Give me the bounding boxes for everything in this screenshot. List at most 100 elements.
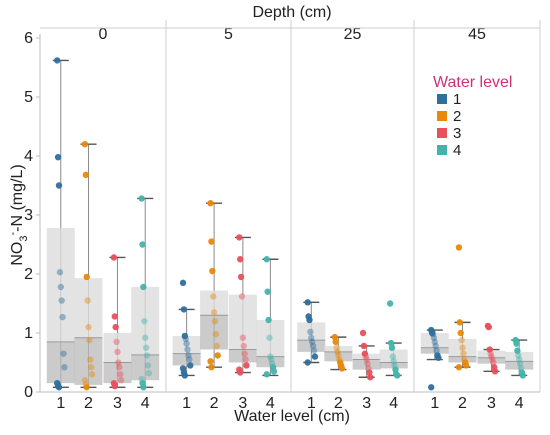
point-0-4-4 — [142, 334, 149, 341]
point-0-3-1 — [111, 313, 118, 320]
point-0-2-6 — [87, 356, 94, 363]
box-upper-25-4 — [379, 349, 408, 363]
point-0-4-11 — [140, 384, 147, 391]
x-tick-label-0-1: 1 — [56, 395, 65, 412]
point-5-2-7 — [213, 342, 221, 350]
point-0-3-7 — [116, 371, 124, 378]
point-45-2-2 — [457, 329, 464, 337]
point-5-4-3 — [266, 334, 273, 341]
y-tick-label-3: 3 — [24, 207, 33, 224]
point-5-1-0 — [179, 279, 187, 287]
point-25-2-2 — [333, 344, 340, 351]
point-0-1-1 — [54, 153, 62, 161]
point-5-1-5 — [184, 346, 191, 353]
point-5-1-6 — [185, 352, 192, 359]
x-tick-label-5-2: 2 — [210, 395, 219, 412]
box-upper-0-1 — [46, 227, 75, 342]
y-tick-label-1: 1 — [24, 325, 33, 342]
box-lower-45-2 — [448, 356, 477, 363]
box-upper-0-4 — [131, 286, 160, 355]
point-0-2-4 — [85, 323, 92, 331]
x-tick-label-45-1: 1 — [430, 395, 439, 412]
point-5-3-7 — [242, 356, 249, 363]
box-lower-45-1 — [420, 347, 449, 354]
point-5-3-0 — [236, 234, 243, 241]
box-lower-0-3 — [103, 362, 132, 384]
y-tick-label-5: 5 — [24, 89, 33, 106]
point-25-1-3 — [307, 328, 314, 336]
point-25-2-1 — [332, 338, 339, 346]
y-tick-label-6: 6 — [24, 30, 33, 47]
legend-swatch-1 — [437, 94, 447, 104]
x-tick-label-45-4: 4 — [515, 395, 524, 412]
box-upper-25-3 — [352, 353, 381, 360]
x-axis-title: Water level (cm) — [234, 408, 350, 425]
box-lower-5-2 — [200, 315, 229, 350]
point-0-2-0 — [81, 141, 89, 148]
points — [53, 57, 527, 391]
point-5-2-0 — [207, 200, 214, 207]
point-45-4-4 — [516, 356, 523, 363]
box-upper-5-2 — [200, 290, 229, 316]
facet-label-5: 5 — [224, 26, 233, 43]
box-upper-45-4 — [505, 351, 534, 362]
point-45-4-3 — [515, 352, 522, 359]
point-5-3-5 — [240, 342, 247, 350]
point-25-4-2 — [388, 344, 396, 351]
point-5-3-6 — [241, 350, 248, 357]
point-0-3-6 — [116, 364, 123, 371]
point-5-4-2 — [265, 316, 272, 324]
point-0-1-0 — [53, 57, 61, 64]
legend-swatch-3 — [437, 128, 447, 138]
point-45-4-5 — [516, 360, 524, 367]
point-0-4-7 — [144, 362, 152, 369]
point-45-3-3 — [487, 350, 494, 357]
y-axis-title-suffix: -N (mg/L) — [9, 164, 26, 232]
point-5-4-5 — [268, 356, 275, 363]
point-0-4-3 — [141, 318, 148, 325]
point-45-1-9 — [427, 384, 435, 391]
point-5-4-1 — [264, 288, 271, 295]
point-25-2-8 — [338, 365, 346, 372]
point-0-4-5 — [142, 344, 150, 351]
legend-swatch-2 — [437, 111, 447, 121]
point-25-1-4 — [308, 334, 315, 341]
box-lower-5-4 — [256, 356, 285, 368]
point-25-2-3 — [334, 348, 341, 356]
facet-label-25: 25 — [344, 26, 362, 43]
point-5-2-3 — [210, 293, 217, 300]
point-5-4-0 — [263, 256, 270, 263]
point-25-3-1 — [360, 342, 368, 350]
point-45-3-4 — [488, 353, 495, 360]
point-5-2-10 — [208, 364, 215, 371]
point-5-1-1 — [180, 306, 188, 313]
x-tick-label-25-3: 3 — [362, 395, 371, 412]
y-tick-label-0: 0 — [24, 384, 33, 401]
point-5-3-8 — [243, 362, 250, 369]
point-25-1-9 — [304, 359, 311, 366]
point-45-4-8 — [519, 372, 527, 379]
point-25-4-3 — [389, 353, 397, 360]
point-0-3-2 — [112, 323, 119, 331]
point-25-4-0 — [386, 300, 394, 307]
point-45-3-8 — [491, 368, 499, 375]
point-5-1-8 — [187, 362, 194, 369]
point-25-1-2 — [306, 316, 313, 324]
box-upper-45-1 — [420, 333, 449, 348]
point-45-2-8 — [462, 362, 470, 369]
point-5-3-1 — [236, 256, 244, 263]
box-lower-5-1 — [172, 353, 201, 366]
box-lower-5-3 — [228, 349, 257, 363]
point-45-2-4 — [459, 344, 466, 351]
point-25-3-8 — [367, 374, 374, 381]
facet-labels: 0 5 25 45 — [99, 26, 486, 43]
x-tick-label-0-2: 2 — [84, 395, 93, 412]
box-lower-25-1 — [297, 340, 326, 352]
point-5-3-2 — [237, 273, 245, 281]
point-25-3-2 — [361, 350, 369, 357]
x-tick-label-45-3: 3 — [487, 395, 496, 412]
box-upper-45-2 — [448, 338, 477, 357]
point-5-2-1 — [208, 238, 215, 245]
x-tick-label-25-1: 1 — [307, 395, 316, 412]
point-5-1-11 — [181, 372, 189, 379]
